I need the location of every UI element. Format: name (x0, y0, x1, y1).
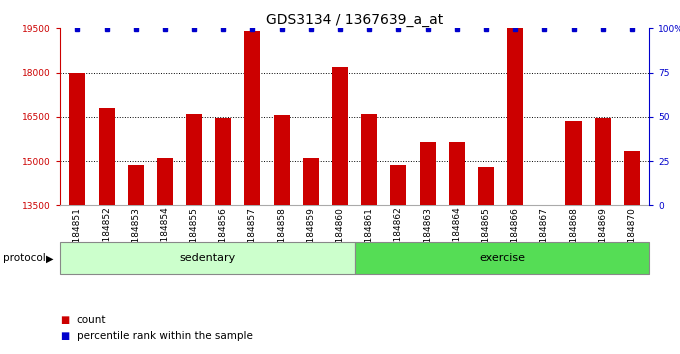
Title: GDS3134 / 1367639_a_at: GDS3134 / 1367639_a_at (266, 13, 443, 27)
Bar (449, 142, 465, 205)
Bar (128, 166, 143, 205)
Bar (332, 67, 348, 205)
Bar (157, 158, 173, 205)
Bar (390, 166, 407, 205)
Bar (595, 118, 611, 205)
Bar (420, 142, 436, 205)
Bar (361, 114, 377, 205)
Bar (355, 242, 649, 274)
Bar (99, 108, 114, 205)
Bar (186, 114, 202, 205)
Bar (507, 28, 523, 205)
Text: ■: ■ (60, 315, 69, 325)
Bar (478, 167, 494, 205)
Bar (216, 118, 231, 205)
Bar (60, 242, 355, 274)
Text: ■: ■ (60, 331, 69, 341)
Bar (303, 158, 319, 205)
Bar (537, 205, 552, 214)
Bar (624, 151, 640, 205)
Bar (566, 121, 581, 205)
Bar (244, 31, 260, 205)
Text: sedentary: sedentary (179, 253, 235, 263)
Text: percentile rank within the sample: percentile rank within the sample (77, 331, 253, 341)
Text: exercise: exercise (479, 253, 525, 263)
Text: protocol: protocol (3, 253, 46, 263)
Bar (273, 115, 290, 205)
Text: count: count (77, 315, 106, 325)
Text: ▶: ▶ (46, 253, 53, 263)
Bar (69, 73, 86, 205)
